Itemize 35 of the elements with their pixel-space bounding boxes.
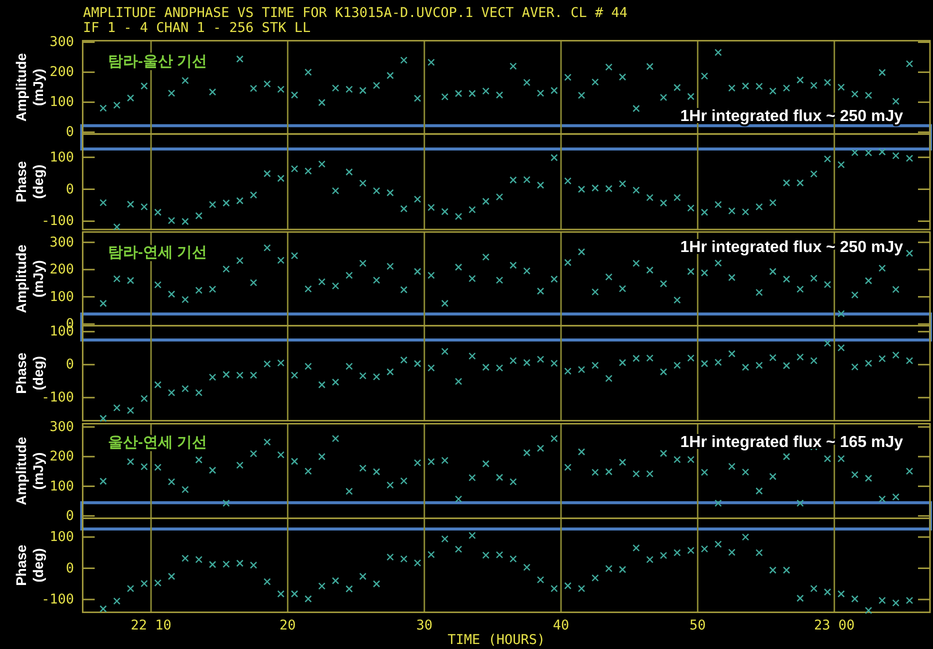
- x-axis-title: TIME (HOURS): [448, 632, 546, 648]
- chart-subtitle: IF 1 - 4 CHAN 1 - 256 STK LL: [83, 20, 311, 36]
- annotation: 1Hr integrated flux ~ 250 mJy: [680, 108, 904, 125]
- y-tick-label: 100: [50, 529, 74, 546]
- y-tick-label: 200: [50, 448, 74, 465]
- x-tick-label: 30: [416, 617, 432, 634]
- y-tick-label: 100: [50, 94, 74, 110]
- x-tick-label: 40: [552, 617, 570, 634]
- y-tick-label: 200: [50, 64, 74, 80]
- y-tick-label: 0: [66, 124, 74, 140]
- x-tick-label: 22 10: [130, 617, 172, 634]
- y-tick-label: 100: [50, 149, 74, 166]
- x-tick-label: 50: [690, 617, 706, 634]
- y-axis-title: Amplitude (mJy): [13, 244, 46, 314]
- y-axis-title: Amplitude (mJy): [13, 436, 46, 506]
- y-axis-title: Amplitude (mJy): [13, 52, 46, 122]
- y-tick-label: 300: [50, 418, 74, 435]
- y-tick-label: 200: [50, 262, 74, 278]
- chart-title: AMPLITUDE ANDPHASE VS TIME FOR K13015A-D.UVCOP.1 VECT AVER. CL # 44: [83, 5, 628, 21]
- y-tick-label: 0: [66, 181, 74, 198]
- annotation: 1Hr integrated flux ~ 165 mJy: [680, 434, 904, 451]
- y-axis-title: Phase (deg): [13, 160, 46, 202]
- y-tick-label: 100: [50, 478, 74, 494]
- y-tick-label: 0: [66, 356, 74, 373]
- y-tick-label: -100: [41, 591, 74, 608]
- y-tick-label: 300: [50, 34, 74, 50]
- y-tick-label: 0: [66, 508, 74, 524]
- x-tick-label: 23 00: [814, 617, 855, 634]
- y-tick-label: 100: [50, 288, 74, 305]
- annotation: 1Hr integrated flux ~ 250 mJy: [680, 239, 904, 256]
- y-axis-title: Phase (deg): [13, 544, 46, 586]
- y-tick-label: 300: [50, 234, 74, 250]
- y-tick-label: -100: [41, 213, 74, 230]
- x-tick-label: 20: [280, 617, 296, 634]
- y-tick-label: 0: [66, 560, 74, 576]
